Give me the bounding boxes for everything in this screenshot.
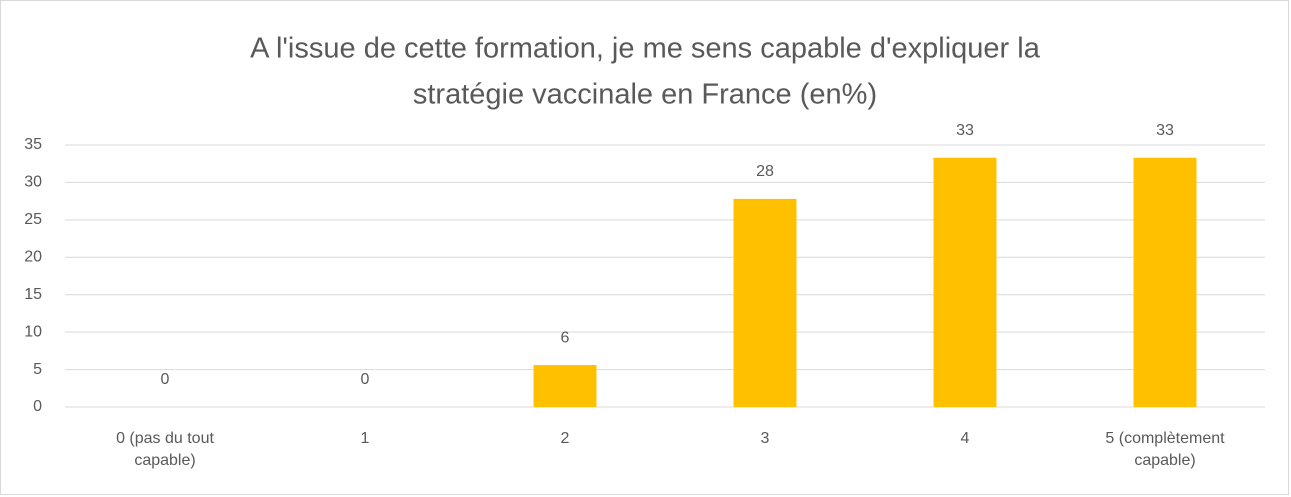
y-tick-label: 30 xyxy=(24,174,42,191)
chart-title: stratégie vaccinale en France (en%) xyxy=(413,79,877,111)
x-tick-label: 3 xyxy=(760,430,770,447)
y-tick-label: 20 xyxy=(24,249,42,266)
data-label: 28 xyxy=(756,163,774,180)
bar xyxy=(933,157,997,407)
bar xyxy=(733,198,797,407)
x-tick-label: 2 xyxy=(560,430,570,447)
x-tick-label: 4 xyxy=(960,430,970,447)
y-tick-label: 15 xyxy=(24,286,42,303)
chart-title: A l'issue de cette formation, je me sens… xyxy=(250,33,1041,65)
data-label: 0 xyxy=(161,371,170,388)
data-label: 0 xyxy=(361,371,370,388)
data-label: 6 xyxy=(561,329,570,346)
y-tick-label: 25 xyxy=(24,211,42,228)
x-tick-label: 1 xyxy=(360,430,370,447)
bar xyxy=(1133,157,1197,407)
bar xyxy=(533,365,597,407)
y-tick-label: 35 xyxy=(24,136,42,153)
y-tick-label: 10 xyxy=(24,323,42,340)
x-tick-label: 0 (pas du tout capable) xyxy=(116,430,214,469)
data-label: 33 xyxy=(1156,122,1174,139)
x-tick-label: 5 (complètement capable) xyxy=(1105,430,1225,469)
y-tick-label: 0 xyxy=(33,398,42,415)
data-label: 33 xyxy=(956,122,974,139)
y-tick-label: 5 xyxy=(33,361,42,378)
